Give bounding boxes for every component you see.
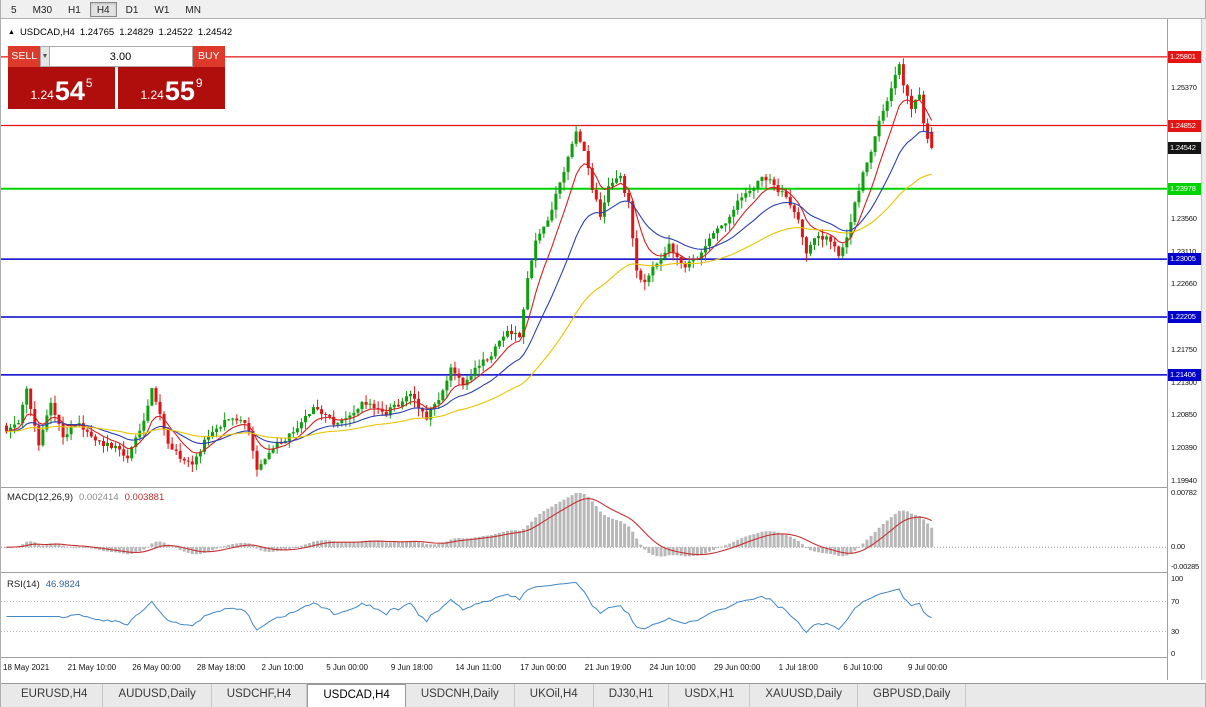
price-axis-tick: 1.25370 [1171,83,1197,93]
macd-axis-tick: -0.00285 [1171,562,1200,571]
chart-tab-usdx-h1[interactable]: USDX,H1 [669,684,751,707]
buy-price-pip: 9 [195,76,203,90]
sell-price-display[interactable]: 1.24 54 5 [8,67,115,109]
price-level-label: 1.21406 [1168,368,1201,381]
current-price-label: 1.24542 [1168,142,1201,154]
price-axis-tick: 1.21300 [1171,377,1197,387]
chart-tab-gbpusd-daily[interactable]: GBPUSD,Daily [858,684,967,707]
rsi-indicator-label: RSI(14) 46.9824 [7,579,80,590]
timeframe-button-h4[interactable]: H4 [89,1,117,17]
ohlc-high: 1.24829 [119,27,154,38]
chart-canvas[interactable] [1,19,1206,680]
macd-axis-tick: 0.00 [1171,542,1185,552]
time-axis[interactable]: 18 May 2021 21 May 10:00 26 May 00:00 28 Ma… [1,658,1167,680]
price-level-label: 1.25801 [1168,50,1201,63]
price-axis-tick: 1.20390 [1171,443,1197,453]
sell-price-prefix: 1.24 [30,88,54,102]
timeframe-button-5[interactable]: 5 [11,4,17,16]
volume-dropdown-button[interactable]: ▼ [40,46,50,67]
rsi-name: RSI(14) [7,579,40,590]
timeframe-button-d1[interactable]: D1 [125,4,139,16]
vertical-scrollbar[interactable] [1201,19,1206,680]
timeframe-button-h1[interactable]: H1 [68,4,81,16]
price-level-label: 1.24852 [1168,119,1201,132]
chevron-down-icon: ▼ [41,53,49,60]
sell-price-big: 54 [54,76,85,106]
chart-tab-dj30-h1[interactable]: DJ30,H1 [594,684,670,707]
chart-tab-xauusd-daily[interactable]: XAUUSD,Daily [750,684,858,707]
price-level-label: 1.23978 [1168,182,1201,195]
buy-button[interactable]: BUY [192,46,225,67]
chart-tab-usdcnh-daily[interactable]: USDCNH,Daily [406,684,515,707]
one-click-trading-panel: SELL ▼ BUY 1.24 54 5 1.24 55 9 [8,46,225,109]
macd-signal-value: 0.003881 [124,492,165,503]
time-axis-label: 9 Jun 18:00 [390,663,433,672]
chart-window[interactable]: ▲ USDCAD,H4 1.24765 1.24829 1.24522 1.24… [1,19,1206,683]
time-axis-label: 21 May 10:00 [67,663,117,672]
buy-price-big: 55 [164,76,195,106]
macd-main-value: 0.002414 [79,492,119,503]
time-axis-label: 18 May 2021 [3,663,50,672]
sell-price-pip: 5 [85,76,93,90]
macd-name: MACD(12,26,9) [7,492,73,503]
macd-axis-tick: 0.00782 [1171,488,1197,497]
ohlc-close: 1.24542 [197,27,233,38]
macd-indicator-label: MACD(12,26,9) 0.002414 0.003881 [7,492,164,503]
symbol-triangle-icon: ▲ [8,29,15,36]
price-axis[interactable]: 1.253701.240101.235601.231101.226601.217… [1168,19,1201,680]
price-level-label: 1.23005 [1168,253,1201,266]
price-axis-tick: 1.23110 [1171,246,1197,256]
chart-tab-audusd-daily[interactable]: AUDUSD,Daily [103,684,212,707]
chart-tab-bar: EURUSD,H4 AUDUSD,Daily USDCHF,H4 USDCAD,H4 U… [1,683,1205,707]
rsi-value: 46.9824 [45,579,81,590]
price-level-label: 1.22205 [1168,311,1201,324]
buy-price-prefix: 1.24 [140,88,164,102]
rsi-axis-tick: 30 [1171,626,1179,636]
ohlc-open: 1.24765 [79,27,115,38]
time-axis-label: 5 Jun 00:00 [326,663,368,672]
chart-tab-usdcad-h4[interactable]: USDCAD,H4 [307,684,406,707]
rsi-axis-tick: 0 [1171,649,1175,658]
timeframe-toolbar: 5 M30 H1 H4 D1 W1 MN [1,0,1205,19]
time-axis-label: 26 May 00:00 [132,663,181,672]
chart-symbol-label: USDCAD,H4 [19,27,75,38]
time-axis-label: 1 Jul 18:00 [778,663,818,672]
chart-tab-eurusd-h4[interactable]: EURUSD,H4 [6,684,104,707]
ohlc-low: 1.24522 [158,27,193,38]
timeframe-buttons: 5 M30 H1 H4 D1 W1 MN [4,1,208,17]
time-axis-label: 21 Jun 19:00 [584,663,632,672]
time-axis-label: 9 Jul 00:00 [907,663,948,672]
time-axis-label: 17 Jun 00:00 [520,663,567,672]
rsi-axis-tick: 100 [1171,574,1183,583]
price-axis-tick: 1.19940 [1171,475,1197,485]
timeframe-button-mn[interactable]: MN [185,4,201,16]
timeframe-button-w1[interactable]: W1 [154,4,170,16]
time-axis-label: 28 May 18:00 [196,663,246,672]
time-axis-label: 6 Jul 10:00 [843,663,883,672]
time-axis-label: 29 Jun 00:00 [714,663,761,672]
price-axis-tick: 1.23560 [1171,214,1197,223]
chart-tab-usdchf-h4[interactable]: USDCHF,H4 [212,684,308,707]
chart-tab-ukoil-h4[interactable]: UKOil,H4 [515,684,594,707]
time-axis-label: 14 Jun 11:00 [455,663,502,672]
price-axis-tick: 1.22660 [1171,279,1197,289]
buy-price-display[interactable]: 1.24 55 9 [118,67,225,109]
time-axis-label: 2 Jun 10:00 [261,663,304,672]
timeframe-button-m30[interactable]: M30 [32,4,53,16]
price-axis-tick: 1.20850 [1171,410,1197,420]
volume-input[interactable] [49,46,193,67]
rsi-axis-tick: 70 [1171,596,1179,606]
price-axis-tick: 1.21750 [1171,345,1197,354]
sell-button[interactable]: SELL [8,46,41,67]
time-axis-label: 24 Jun 10:00 [649,663,696,672]
chart-ohlc-header: ▲ USDCAD,H4 1.24765 1.24829 1.24522 1.24… [8,27,232,38]
